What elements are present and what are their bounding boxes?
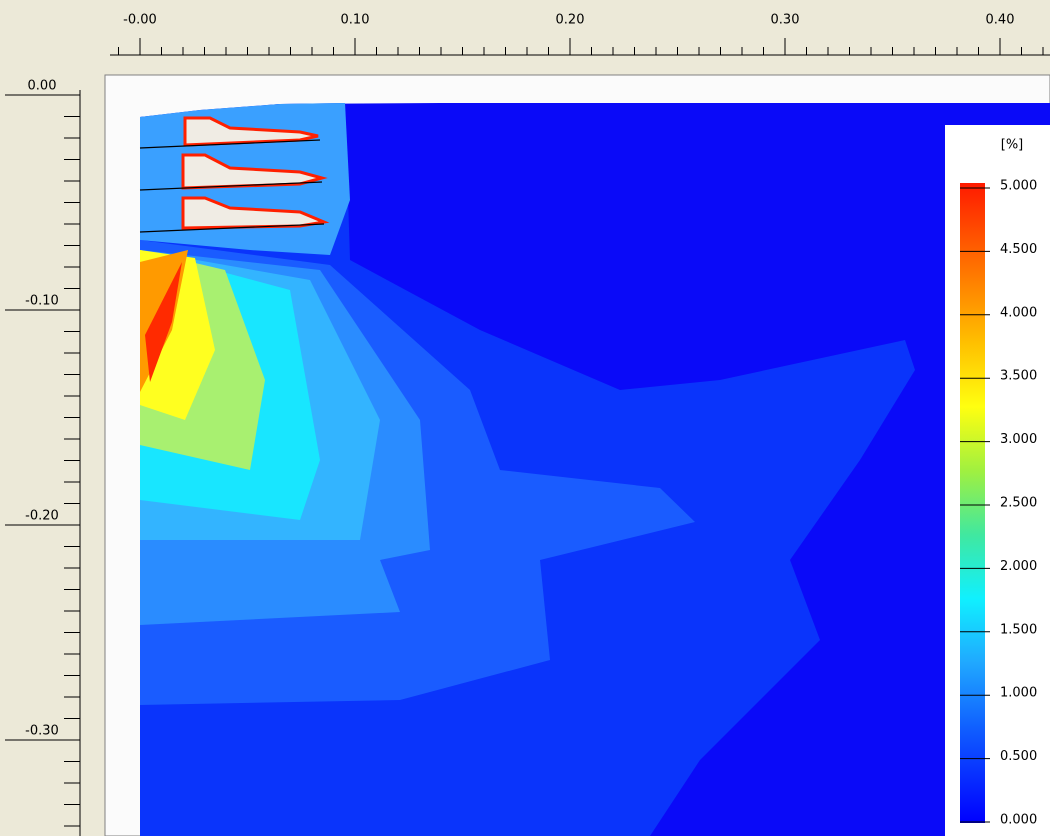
anchor xyxy=(181,196,330,230)
strip-line xyxy=(139,181,323,191)
ruler-label: 0.00 xyxy=(28,79,57,94)
left-ruler: 0.00 -0.10 -0.20 -0.30 xyxy=(5,79,81,836)
ruler-label: 0.40 xyxy=(986,13,1015,28)
legend-label: 4.500 xyxy=(1000,242,1037,257)
color-bar xyxy=(960,183,985,823)
legend-label: 2.500 xyxy=(1000,496,1037,511)
ruler-label: 0.30 xyxy=(771,13,800,28)
legend-label: 1.500 xyxy=(1000,622,1037,637)
legend: [%] 5.000 4.500 4.000 3.500 3.000 2.500 2.000 1… xyxy=(945,125,1050,836)
strip-lines xyxy=(139,139,325,233)
ruler-label: -0.00 xyxy=(123,13,157,28)
ruler-label: -0.10 xyxy=(25,294,59,309)
anchors xyxy=(181,116,330,230)
legend-unit: [%] xyxy=(1001,138,1024,153)
ruler-label: -0.30 xyxy=(25,724,59,739)
ruler-label: 0.10 xyxy=(341,13,370,28)
anchor xyxy=(183,116,319,147)
strip-line xyxy=(139,139,321,149)
legend-label: 3.000 xyxy=(1000,432,1037,447)
legend-label: 0.000 xyxy=(1000,813,1037,828)
strip-line xyxy=(139,223,325,233)
legend-label: 3.500 xyxy=(1000,369,1037,384)
ruler-label: 0.20 xyxy=(556,13,585,28)
contour-band xyxy=(145,262,182,382)
legend-label: 0.500 xyxy=(1000,749,1037,764)
legend-labels: 5.000 4.500 4.000 3.500 3.000 2.500 2.000 1.500… xyxy=(960,179,1037,828)
ruler-label: -0.20 xyxy=(25,509,59,524)
legend-label: 5.000 xyxy=(1000,179,1037,194)
legend-label: 2.000 xyxy=(1000,559,1037,574)
legend-label: 4.000 xyxy=(1000,305,1037,320)
legend-label: 1.000 xyxy=(1000,686,1037,701)
top-ruler: -0.00 0.10 0.20 0.30 0.40 xyxy=(110,13,1050,56)
contour-plot xyxy=(139,103,1050,836)
